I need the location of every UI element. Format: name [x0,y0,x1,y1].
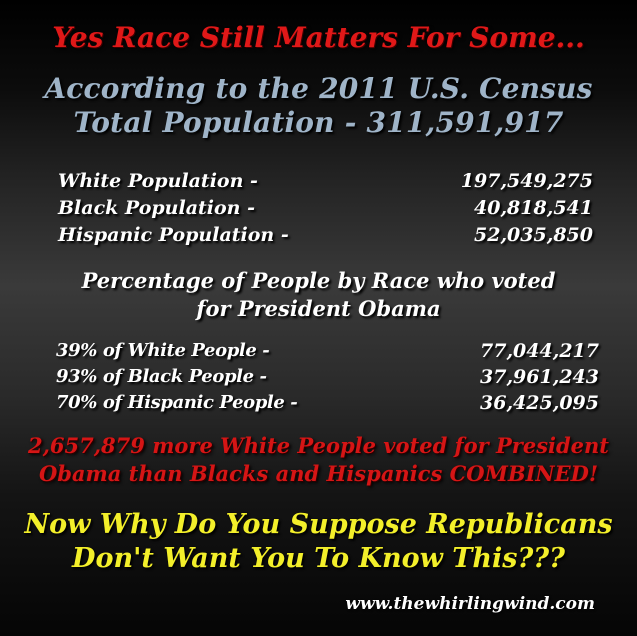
hispanic-population-value: 52,035,850 [474,224,593,246]
black-population-label: Black Population - [58,197,255,219]
voting-heading-line1: Percentage of People by Race who voted [81,268,556,293]
total-population: Total Population - 311,591,917 [73,106,564,139]
question-line1: Now Why Do You Suppose Republicans [24,509,613,540]
headline: Yes Race Still Matters For Some... [52,21,585,54]
black-voters-label: 93% of Black People - [56,366,267,387]
census-source: According to the 2011 U.S. Census [44,72,593,105]
white-voters-value: 77,044,217 [480,340,599,362]
hispanic-voters-label: 70% of Hispanic People - [56,392,298,413]
website-url: www.thewhirlingwind.com [345,594,595,614]
black-voters-value: 37,961,243 [480,366,599,388]
question-line2: Don't Want You To Know This??? [72,543,565,574]
white-population-label: White Population - [58,170,258,192]
white-population-value: 197,549,275 [460,170,593,192]
voting-heading-line2: for President Obama [196,296,441,321]
highlight-line1: 2,657,879 more White People voted for Pr… [27,433,610,458]
black-population-value: 40,818,541 [474,197,593,219]
white-voters-label: 39% of White People - [56,340,270,361]
hispanic-voters-value: 36,425,095 [480,392,599,414]
hispanic-population-label: Hispanic Population - [58,224,289,246]
highlight-line2: Obama than Blacks and Hispanics COMBINED… [38,461,599,486]
